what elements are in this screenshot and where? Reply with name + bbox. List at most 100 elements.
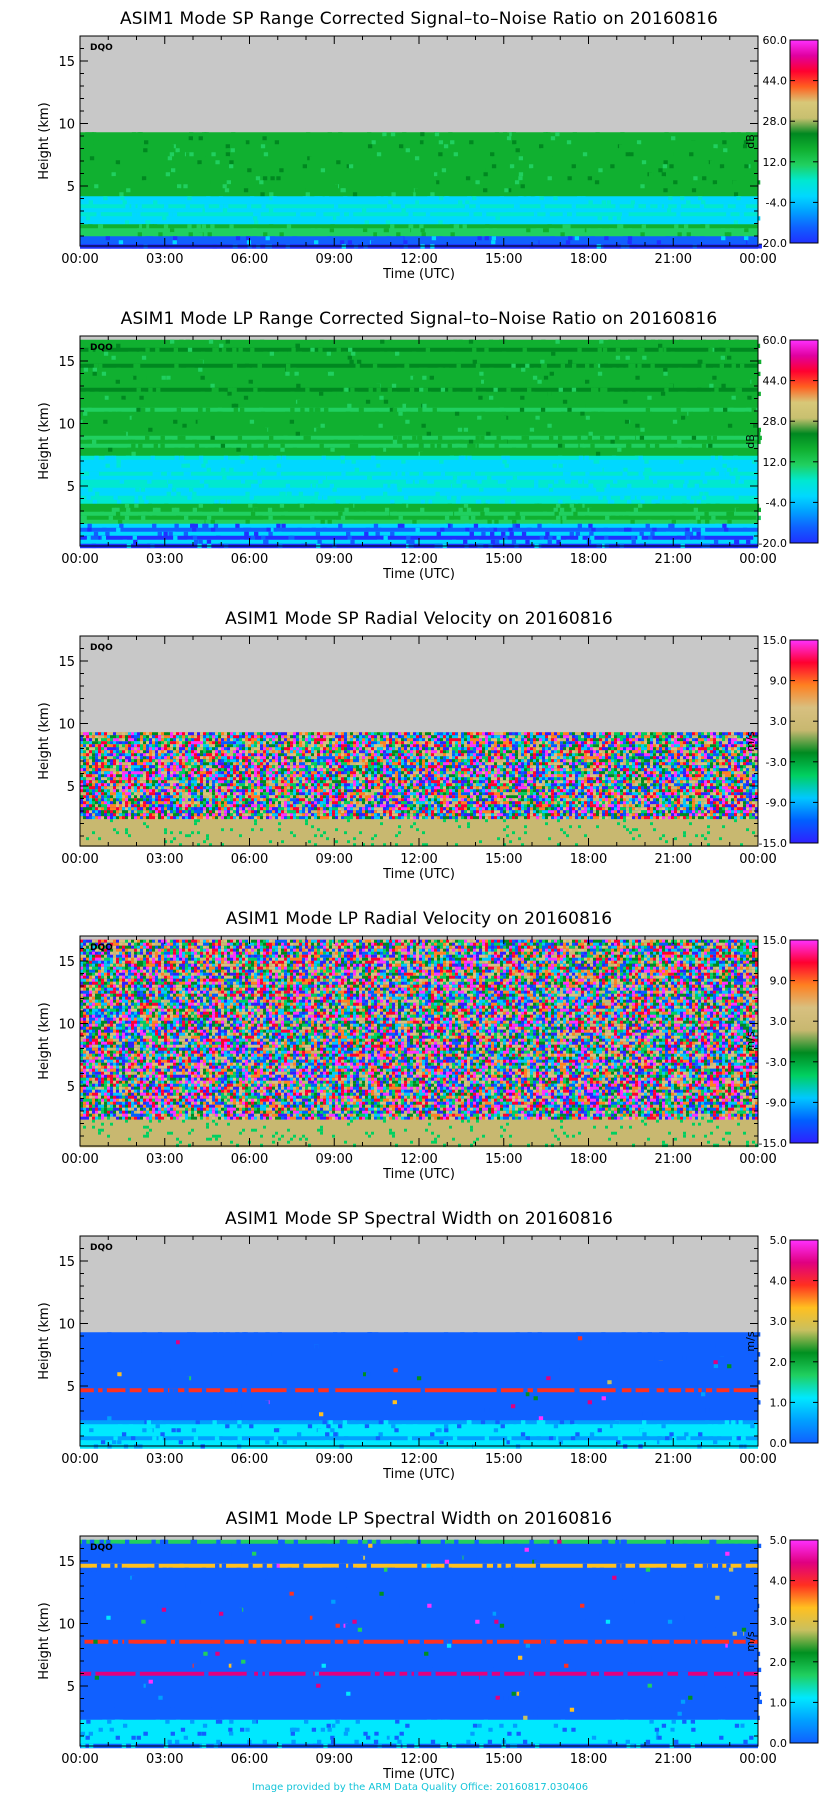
y-tick-label: 10 xyxy=(58,118,75,133)
y-tick-label: 5 xyxy=(67,480,75,495)
colorbar-tick-label: 1.0 xyxy=(770,1396,788,1409)
colorbar-tick-label: 2.0 xyxy=(770,1656,788,1669)
x-tick-label: 15:00 xyxy=(485,1752,522,1767)
y-tick-label: 15 xyxy=(58,355,75,370)
colorbar-tick-label: 9.0 xyxy=(770,975,788,988)
colorbar-tick-label: -20.0 xyxy=(759,237,787,250)
y-tick-label: 10 xyxy=(58,1618,75,1633)
credit-text: Image provided by the ARM Data Quality O… xyxy=(0,1782,840,1793)
x-tick-label: 06:00 xyxy=(231,552,268,567)
x-tick-label: 00:00 xyxy=(739,252,776,267)
y-tick-label: 5 xyxy=(67,1080,75,1095)
y-tick-label: 5 xyxy=(67,780,75,795)
chart-svg: 5 10 15 00:00 03:00 06:00 09:00 12:00 15:00 18:00… xyxy=(37,1234,819,1482)
colorbar xyxy=(789,1239,819,1444)
dqo-label: DQO xyxy=(90,943,113,953)
colorbar-tick-label: -3.0 xyxy=(766,1056,787,1069)
x-tick-label: 09:00 xyxy=(316,252,353,267)
x-tick-label: 06:00 xyxy=(231,1752,268,1767)
x-tick-label: 15:00 xyxy=(485,252,522,267)
heatmap-field xyxy=(80,1332,761,1449)
x-tick-label: 00:00 xyxy=(739,552,776,567)
colorbar-unit: m/s xyxy=(744,1631,757,1651)
dqo-label: DQO xyxy=(90,1543,113,1553)
x-tick-label: 21:00 xyxy=(655,852,692,867)
colorbar-tick-label: 2.0 xyxy=(770,1356,788,1369)
x-tick-label: 03:00 xyxy=(146,852,183,867)
y-axis-label: Height (km) xyxy=(37,1602,52,1679)
colorbar-tick-label: -15.0 xyxy=(759,1137,787,1150)
heatmap-field xyxy=(80,939,759,1148)
x-tick-label: 03:00 xyxy=(146,552,183,567)
x-tick-label: 12:00 xyxy=(400,852,437,867)
x-tick-label: 00:00 xyxy=(739,852,776,867)
y-tick-label: 10 xyxy=(58,718,75,733)
chart-panel-5: ASIM1 Mode SP Spectral Width on 20160816… xyxy=(0,1200,840,1500)
x-tick-label: 00:00 xyxy=(739,1152,776,1167)
x-tick-label: 06:00 xyxy=(231,1452,268,1467)
x-tick-label: 06:00 xyxy=(231,1152,268,1167)
x-tick-label: 12:00 xyxy=(400,1152,437,1167)
x-tick-label: 18:00 xyxy=(570,1452,607,1467)
colorbar-tick-label: 3.0 xyxy=(770,715,788,728)
colorbar-tick-label: 3.0 xyxy=(770,1015,788,1028)
colorbar-tick-label: 4.0 xyxy=(770,1575,788,1588)
y-tick-label: 15 xyxy=(58,55,75,70)
chart-panel-3: ASIM1 Mode SP Radial Velocity on 2016081… xyxy=(0,600,840,900)
colorbar-tick-label: 3.0 xyxy=(770,1315,788,1328)
y-tick-label: 15 xyxy=(58,1555,75,1570)
x-tick-label: 00:00 xyxy=(61,1752,98,1767)
x-tick-label: 18:00 xyxy=(570,1752,607,1767)
colorbar xyxy=(789,1539,819,1744)
colorbar-tick-label: -15.0 xyxy=(759,837,787,850)
y-tick-label: 15 xyxy=(58,955,75,970)
x-tick-label: 03:00 xyxy=(146,1752,183,1767)
colorbar-tick-label: 60.0 xyxy=(763,334,788,347)
x-tick-label: 15:00 xyxy=(485,1152,522,1167)
heatmap-field xyxy=(80,732,759,847)
y-tick-label: 15 xyxy=(58,1255,75,1270)
chart-title: ASIM1 Mode LP Radial Velocity on 2016081… xyxy=(78,909,760,929)
colorbar xyxy=(789,39,819,244)
x-tick-label: 03:00 xyxy=(146,1452,183,1467)
colorbar-tick-label: 5.0 xyxy=(770,1534,788,1547)
colorbar xyxy=(789,639,819,844)
colorbar-tick-label: 3.0 xyxy=(770,1615,788,1628)
x-tick-label: 12:00 xyxy=(400,552,437,567)
chart-title: ASIM1 Mode SP Spectral Width on 20160816 xyxy=(78,1209,760,1229)
colorbar-tick-label: 28.0 xyxy=(763,415,788,428)
colorbar-tick-label: 12.0 xyxy=(763,456,788,469)
x-tick-label: 18:00 xyxy=(570,1152,607,1167)
x-tick-label: 00:00 xyxy=(61,252,98,267)
x-tick-label: 00:00 xyxy=(61,852,98,867)
colorbar-unit: m/s xyxy=(744,1331,757,1351)
y-tick-label: 10 xyxy=(58,1018,75,1033)
y-axis-label: Height (km) xyxy=(37,1302,52,1379)
x-tick-label: 21:00 xyxy=(655,1452,692,1467)
colorbar xyxy=(789,339,819,544)
x-tick-label: 12:00 xyxy=(400,1752,437,1767)
chart-svg: 5 10 15 00:00 03:00 06:00 09:00 12:00 15:00 18:00… xyxy=(37,34,819,282)
chart-svg: 5 10 15 00:00 03:00 06:00 09:00 12:00 15:00 18:00… xyxy=(37,634,819,882)
colorbar-tick-label: 60.0 xyxy=(763,34,788,47)
chart-svg: 5 10 15 00:00 03:00 06:00 09:00 12:00 15:00 18:00… xyxy=(37,334,819,582)
y-tick-label: 10 xyxy=(58,1318,75,1333)
x-tick-label: 18:00 xyxy=(570,852,607,867)
chart-svg: 5 10 15 00:00 03:00 06:00 09:00 12:00 15:00 18:00… xyxy=(37,1534,819,1782)
colorbar-tick-label: -3.0 xyxy=(766,756,787,769)
x-axis-label: Time (UTC) xyxy=(382,267,455,282)
x-axis-label: Time (UTC) xyxy=(382,1467,455,1482)
x-tick-label: 03:00 xyxy=(146,252,183,267)
colorbar-tick-label: 15.0 xyxy=(763,934,788,947)
colorbar-tick-label: 44.0 xyxy=(763,75,788,88)
colorbar-unit: m/s xyxy=(744,731,757,751)
x-tick-label: 09:00 xyxy=(316,1752,353,1767)
dqo-label: DQO xyxy=(90,343,113,353)
x-tick-label: 00:00 xyxy=(61,1452,98,1467)
x-tick-label: 09:00 xyxy=(316,1452,353,1467)
x-tick-label: 18:00 xyxy=(570,252,607,267)
x-tick-label: 03:00 xyxy=(146,1152,183,1167)
y-axis-label: Height (km) xyxy=(37,102,52,179)
dqo-label: DQO xyxy=(90,43,113,53)
y-axis-label: Height (km) xyxy=(37,402,52,479)
